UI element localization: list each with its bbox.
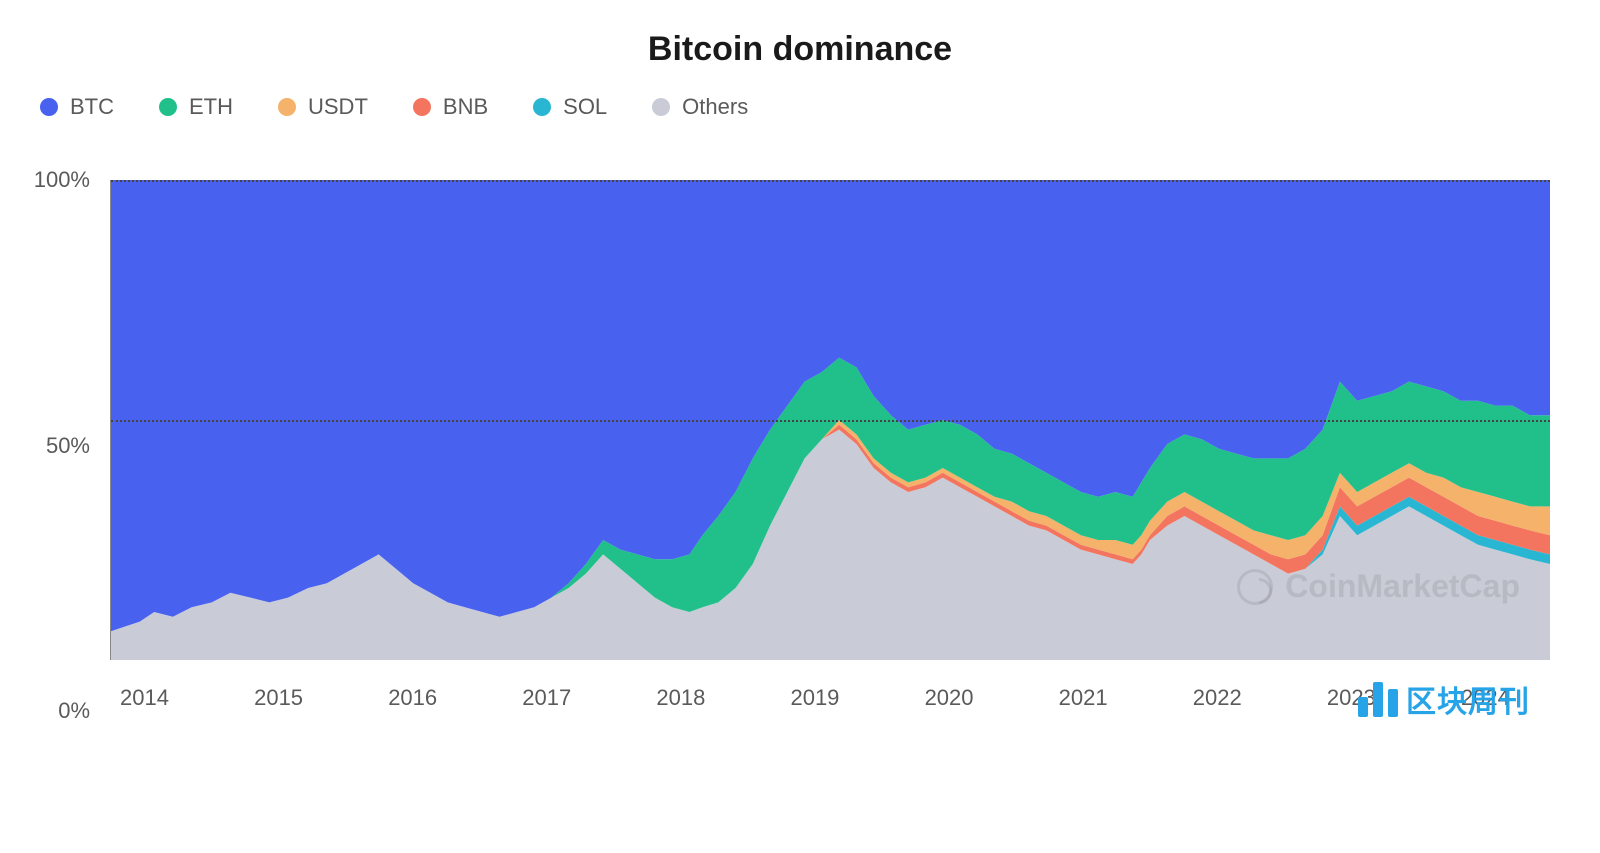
chart-title: Bitcoin dominance bbox=[30, 30, 1570, 69]
legend-label: USDT bbox=[308, 94, 368, 120]
chart-area: 0%50%100% CoinMarketCap 2014201520162017… bbox=[110, 180, 1550, 711]
y-axis: 0%50%100% bbox=[30, 180, 100, 711]
y-tick: 0% bbox=[58, 698, 90, 724]
gridline bbox=[111, 180, 1550, 182]
gridline bbox=[111, 420, 1550, 422]
eth-color-dot bbox=[159, 98, 177, 116]
x-tick: 2016 bbox=[388, 685, 437, 711]
bnb-color-dot bbox=[413, 98, 431, 116]
x-tick: 2021 bbox=[1059, 685, 1108, 711]
others-color-dot bbox=[652, 98, 670, 116]
publisher-logo-icon bbox=[1358, 682, 1398, 717]
legend: BTC ETH USDT BNB SOL Others bbox=[40, 94, 1570, 120]
x-tick: 2020 bbox=[925, 685, 974, 711]
x-tick: 2015 bbox=[254, 685, 303, 711]
sol-color-dot bbox=[533, 98, 551, 116]
legend-item-usdt[interactable]: USDT bbox=[278, 94, 368, 120]
legend-label: BNB bbox=[443, 94, 488, 120]
usdt-color-dot bbox=[278, 98, 296, 116]
plot: CoinMarketCap bbox=[110, 180, 1550, 660]
legend-item-btc[interactable]: BTC bbox=[40, 94, 114, 120]
x-tick: 2019 bbox=[790, 685, 839, 711]
x-tick: 2022 bbox=[1193, 685, 1242, 711]
legend-label: Others bbox=[682, 94, 748, 120]
legend-item-eth[interactable]: ETH bbox=[159, 94, 233, 120]
legend-item-others[interactable]: Others bbox=[652, 94, 748, 120]
publisher-logo: 区块周刊 bbox=[1358, 677, 1530, 721]
x-axis: 2014201520162017201820192020202120222023… bbox=[110, 685, 1550, 711]
x-tick: 2017 bbox=[522, 685, 571, 711]
legend-label: ETH bbox=[189, 94, 233, 120]
x-tick: 2018 bbox=[656, 685, 705, 711]
x-tick: 2014 bbox=[120, 685, 169, 711]
y-tick: 50% bbox=[46, 433, 90, 459]
btc-color-dot bbox=[40, 98, 58, 116]
publisher-logo-text: 区块周刊 bbox=[1406, 677, 1530, 721]
legend-label: BTC bbox=[70, 94, 114, 120]
legend-item-sol[interactable]: SOL bbox=[533, 94, 607, 120]
y-tick: 100% bbox=[34, 167, 90, 193]
legend-item-bnb[interactable]: BNB bbox=[413, 94, 488, 120]
legend-label: SOL bbox=[563, 94, 607, 120]
